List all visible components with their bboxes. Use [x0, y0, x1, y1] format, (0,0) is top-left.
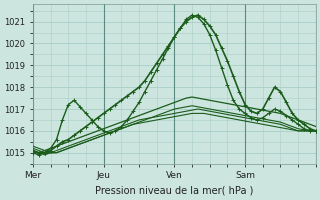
- X-axis label: Pression niveau de la mer( hPa ): Pression niveau de la mer( hPa ): [95, 186, 253, 196]
